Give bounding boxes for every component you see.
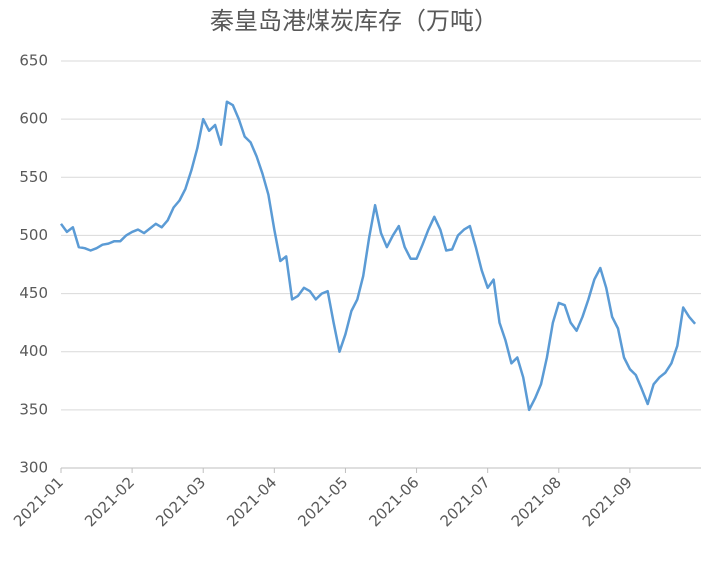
y-tick-label: 500	[19, 226, 48, 244]
y-tick-label: 450	[19, 284, 48, 302]
y-tick-label: 650	[19, 52, 48, 70]
x-tick-label: 2021-02	[81, 473, 138, 530]
x-tick-label: 2021-05	[294, 473, 351, 530]
x-tick-label: 2021-09	[579, 473, 636, 530]
x-tick-label: 2021-03	[152, 473, 209, 530]
x-tick-label: 2021-04	[223, 473, 280, 530]
y-tick-label: 300	[19, 459, 48, 477]
line	[59, 100, 697, 412]
x-tick-label: 2021-07	[437, 473, 494, 530]
x-tick-label: 2021-08	[508, 473, 565, 530]
x-tick-label: 2021-01	[10, 473, 67, 530]
y-tick-label: 350	[19, 400, 48, 418]
y-tick-label: 550	[19, 168, 48, 186]
y-tick-label: 600	[19, 110, 48, 128]
y-tick-label: 400	[19, 342, 48, 360]
x-tick-label: 2021-06	[366, 473, 423, 530]
chart-title: 秦皇岛港煤炭库存（万吨）	[210, 7, 498, 35]
